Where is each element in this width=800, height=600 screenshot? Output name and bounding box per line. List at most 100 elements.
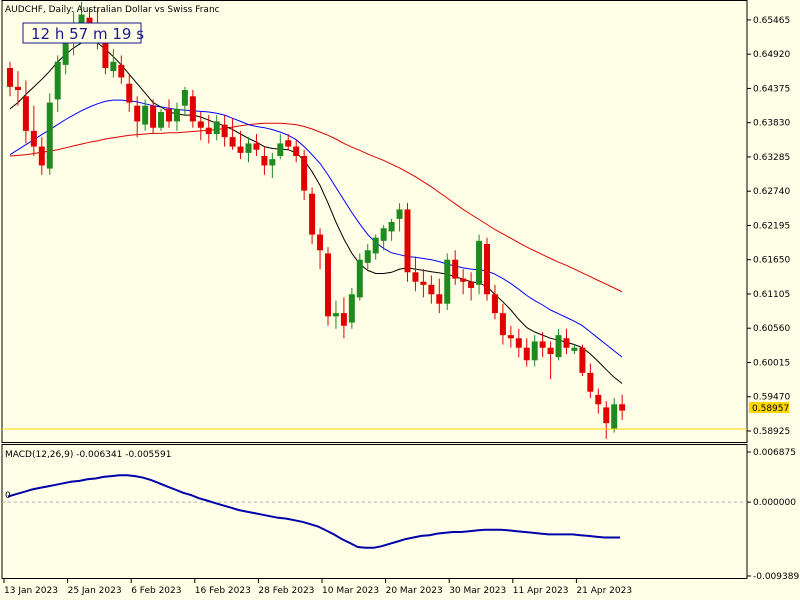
candle (293, 140, 300, 163)
candle (110, 49, 117, 78)
candle-body (301, 156, 308, 191)
candle (325, 247, 331, 326)
candle-body (142, 105, 149, 125)
candle-body (277, 143, 284, 156)
price-tick-label: 0.65465 (753, 16, 790, 26)
candle-body (325, 253, 331, 317)
candle-body (364, 250, 371, 263)
candle (468, 272, 475, 301)
candle-body (158, 112, 165, 128)
candle-body (46, 102, 53, 169)
candle (46, 93, 53, 175)
candle (189, 90, 196, 128)
macd-tick-label: 0.000000 (753, 498, 796, 508)
candle (563, 328, 570, 354)
candle (142, 99, 149, 131)
candle-body (118, 64, 125, 78)
candle (340, 297, 347, 339)
candle (301, 149, 308, 200)
candle-body (380, 228, 387, 241)
candle (221, 115, 228, 147)
candle-body (428, 284, 435, 295)
candle-body (491, 294, 498, 314)
candle-body (126, 83, 133, 103)
price-tick-label: 0.61105 (753, 290, 790, 300)
candle (515, 328, 522, 358)
candle (332, 300, 339, 329)
candle-body (30, 130, 37, 147)
candle-body (563, 338, 570, 348)
candle-body (476, 240, 483, 285)
candle (213, 115, 220, 141)
candle-body (166, 108, 172, 122)
candle (173, 102, 180, 131)
candle (118, 55, 125, 84)
candle (603, 401, 610, 439)
candle (317, 228, 324, 270)
candle-body (205, 127, 212, 134)
candle (30, 105, 37, 156)
candle-body (221, 124, 228, 138)
main-chart-frame (1, 0, 748, 443)
candle (309, 187, 316, 244)
candle-body (507, 335, 514, 339)
candle-body (78, 14, 85, 31)
candle (404, 203, 411, 282)
date-tick-label: 16 Feb 2023 (195, 586, 251, 596)
candle-body (110, 61, 117, 72)
candle-body (531, 341, 538, 361)
current-price-tag (749, 402, 789, 413)
candle-body (189, 96, 196, 122)
candle (396, 203, 403, 232)
candle (356, 253, 363, 301)
date-tick-label: 10 Mar 2023 (322, 586, 379, 596)
macd-zero-label: 0 (5, 491, 11, 501)
candle-body (197, 121, 204, 128)
candle-body (173, 108, 180, 122)
candle (372, 234, 379, 260)
ma-mid-line (9, 99, 623, 358)
price-tick-label: 0.62740 (753, 187, 790, 197)
candle-body (579, 347, 586, 373)
candle (364, 244, 371, 270)
price-tick-label: 0.60560 (753, 324, 790, 334)
current-price-label: 0.58957 (752, 404, 789, 414)
candle-body (293, 146, 300, 156)
candle (380, 225, 387, 251)
candle-body (444, 259, 451, 304)
price-tick-label: 0.60015 (753, 358, 790, 368)
candle (277, 134, 284, 160)
candle-body (404, 209, 411, 273)
candle (460, 269, 467, 295)
date-tick-label: 11 Apr 2023 (513, 586, 569, 596)
candle-body (603, 407, 610, 424)
price-tick-label: 0.63285 (753, 153, 790, 163)
candle (428, 275, 435, 304)
candle-body (150, 105, 157, 128)
candle (150, 99, 157, 134)
candle (38, 137, 45, 175)
candle (595, 388, 602, 414)
candle-body (515, 338, 522, 348)
candle (523, 338, 530, 367)
price-tick-label: 0.58925 (753, 427, 790, 437)
date-tick-label: 13 Jan 2023 (4, 586, 58, 596)
timer-box (22, 22, 142, 44)
candle-body (460, 278, 467, 282)
candle (245, 137, 252, 163)
candle-body (261, 156, 268, 166)
candle (436, 278, 443, 314)
macd-label: MACD(12,26,9) -0.006341 -0.005591 (5, 450, 171, 460)
candle-body (372, 237, 379, 254)
candle (285, 134, 292, 150)
candle-body (62, 42, 69, 65)
candle-body (523, 347, 530, 361)
candle-body (571, 347, 578, 351)
candle-body (54, 61, 61, 100)
price-tick-label: 0.62195 (753, 221, 790, 231)
candle (579, 344, 586, 376)
candle-body (468, 281, 475, 288)
price-tick-label: 0.64375 (753, 84, 790, 94)
candle-body (229, 137, 236, 147)
date-tick-label: 30 Mar 2023 (449, 586, 506, 596)
